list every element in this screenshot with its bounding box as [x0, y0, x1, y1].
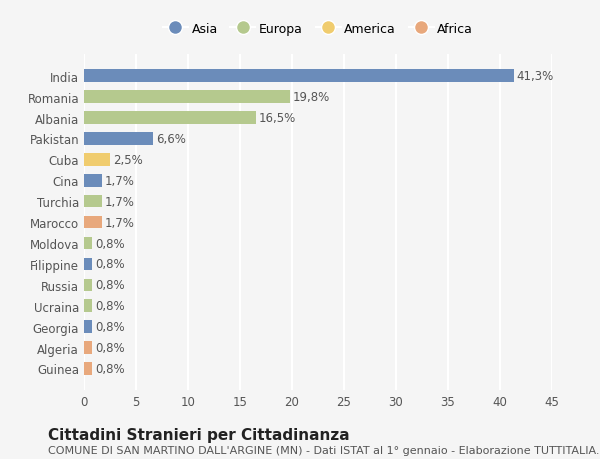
Text: 0,8%: 0,8% — [95, 237, 125, 250]
Text: 1,7%: 1,7% — [105, 174, 134, 187]
Bar — [84, 258, 92, 271]
Bar — [84, 363, 92, 375]
Bar — [84, 279, 92, 291]
Bar — [84, 196, 101, 208]
Text: 19,8%: 19,8% — [293, 91, 330, 104]
Text: 0,8%: 0,8% — [95, 320, 125, 333]
Bar — [84, 154, 110, 166]
Bar — [84, 216, 101, 229]
Text: 0,8%: 0,8% — [95, 362, 125, 375]
Bar — [84, 133, 152, 146]
Bar — [84, 174, 101, 187]
Text: 0,8%: 0,8% — [95, 341, 125, 354]
Text: 0,8%: 0,8% — [95, 300, 125, 313]
Bar — [84, 91, 290, 104]
Text: 1,7%: 1,7% — [105, 216, 134, 229]
Text: COMUNE DI SAN MARTINO DALL'ARGINE (MN) - Dati ISTAT al 1° gennaio - Elaborazione: COMUNE DI SAN MARTINO DALL'ARGINE (MN) -… — [48, 445, 600, 455]
Text: Cittadini Stranieri per Cittadinanza: Cittadini Stranieri per Cittadinanza — [48, 427, 350, 442]
Text: 2,5%: 2,5% — [113, 154, 143, 167]
Bar — [84, 300, 92, 312]
Text: 41,3%: 41,3% — [517, 70, 554, 83]
Bar — [84, 112, 256, 124]
Bar — [84, 237, 92, 250]
Text: 0,8%: 0,8% — [95, 279, 125, 291]
Bar — [84, 70, 514, 83]
Legend: Asia, Europa, America, Africa: Asia, Europa, America, Africa — [158, 18, 478, 41]
Text: 0,8%: 0,8% — [95, 258, 125, 271]
Text: 16,5%: 16,5% — [259, 112, 296, 125]
Bar — [84, 321, 92, 333]
Text: 6,6%: 6,6% — [156, 133, 185, 146]
Bar — [84, 341, 92, 354]
Text: 1,7%: 1,7% — [105, 195, 134, 208]
